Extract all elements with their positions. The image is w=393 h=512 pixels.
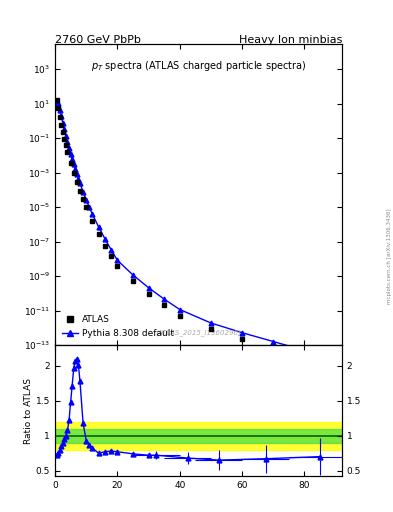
- Bar: [55, 422, 342, 450]
- Text: (ATLAS_2015_I1360290): (ATLAS_2015_I1360290): [156, 329, 241, 336]
- Y-axis label: Ratio to ATLAS: Ratio to ATLAS: [24, 378, 33, 443]
- Text: Heavy Ion minbias: Heavy Ion minbias: [239, 35, 342, 45]
- Bar: [55, 429, 342, 443]
- Legend: ATLAS, Pythia 8.308 default: ATLAS, Pythia 8.308 default: [59, 313, 177, 340]
- Text: 2760 GeV PbPb: 2760 GeV PbPb: [55, 35, 141, 45]
- Text: mcplots.cern.ch [arXiv:1306.3436]: mcplots.cern.ch [arXiv:1306.3436]: [387, 208, 392, 304]
- Text: $p_T$ spectra (ATLAS charged particle spectra): $p_T$ spectra (ATLAS charged particle sp…: [91, 58, 306, 73]
